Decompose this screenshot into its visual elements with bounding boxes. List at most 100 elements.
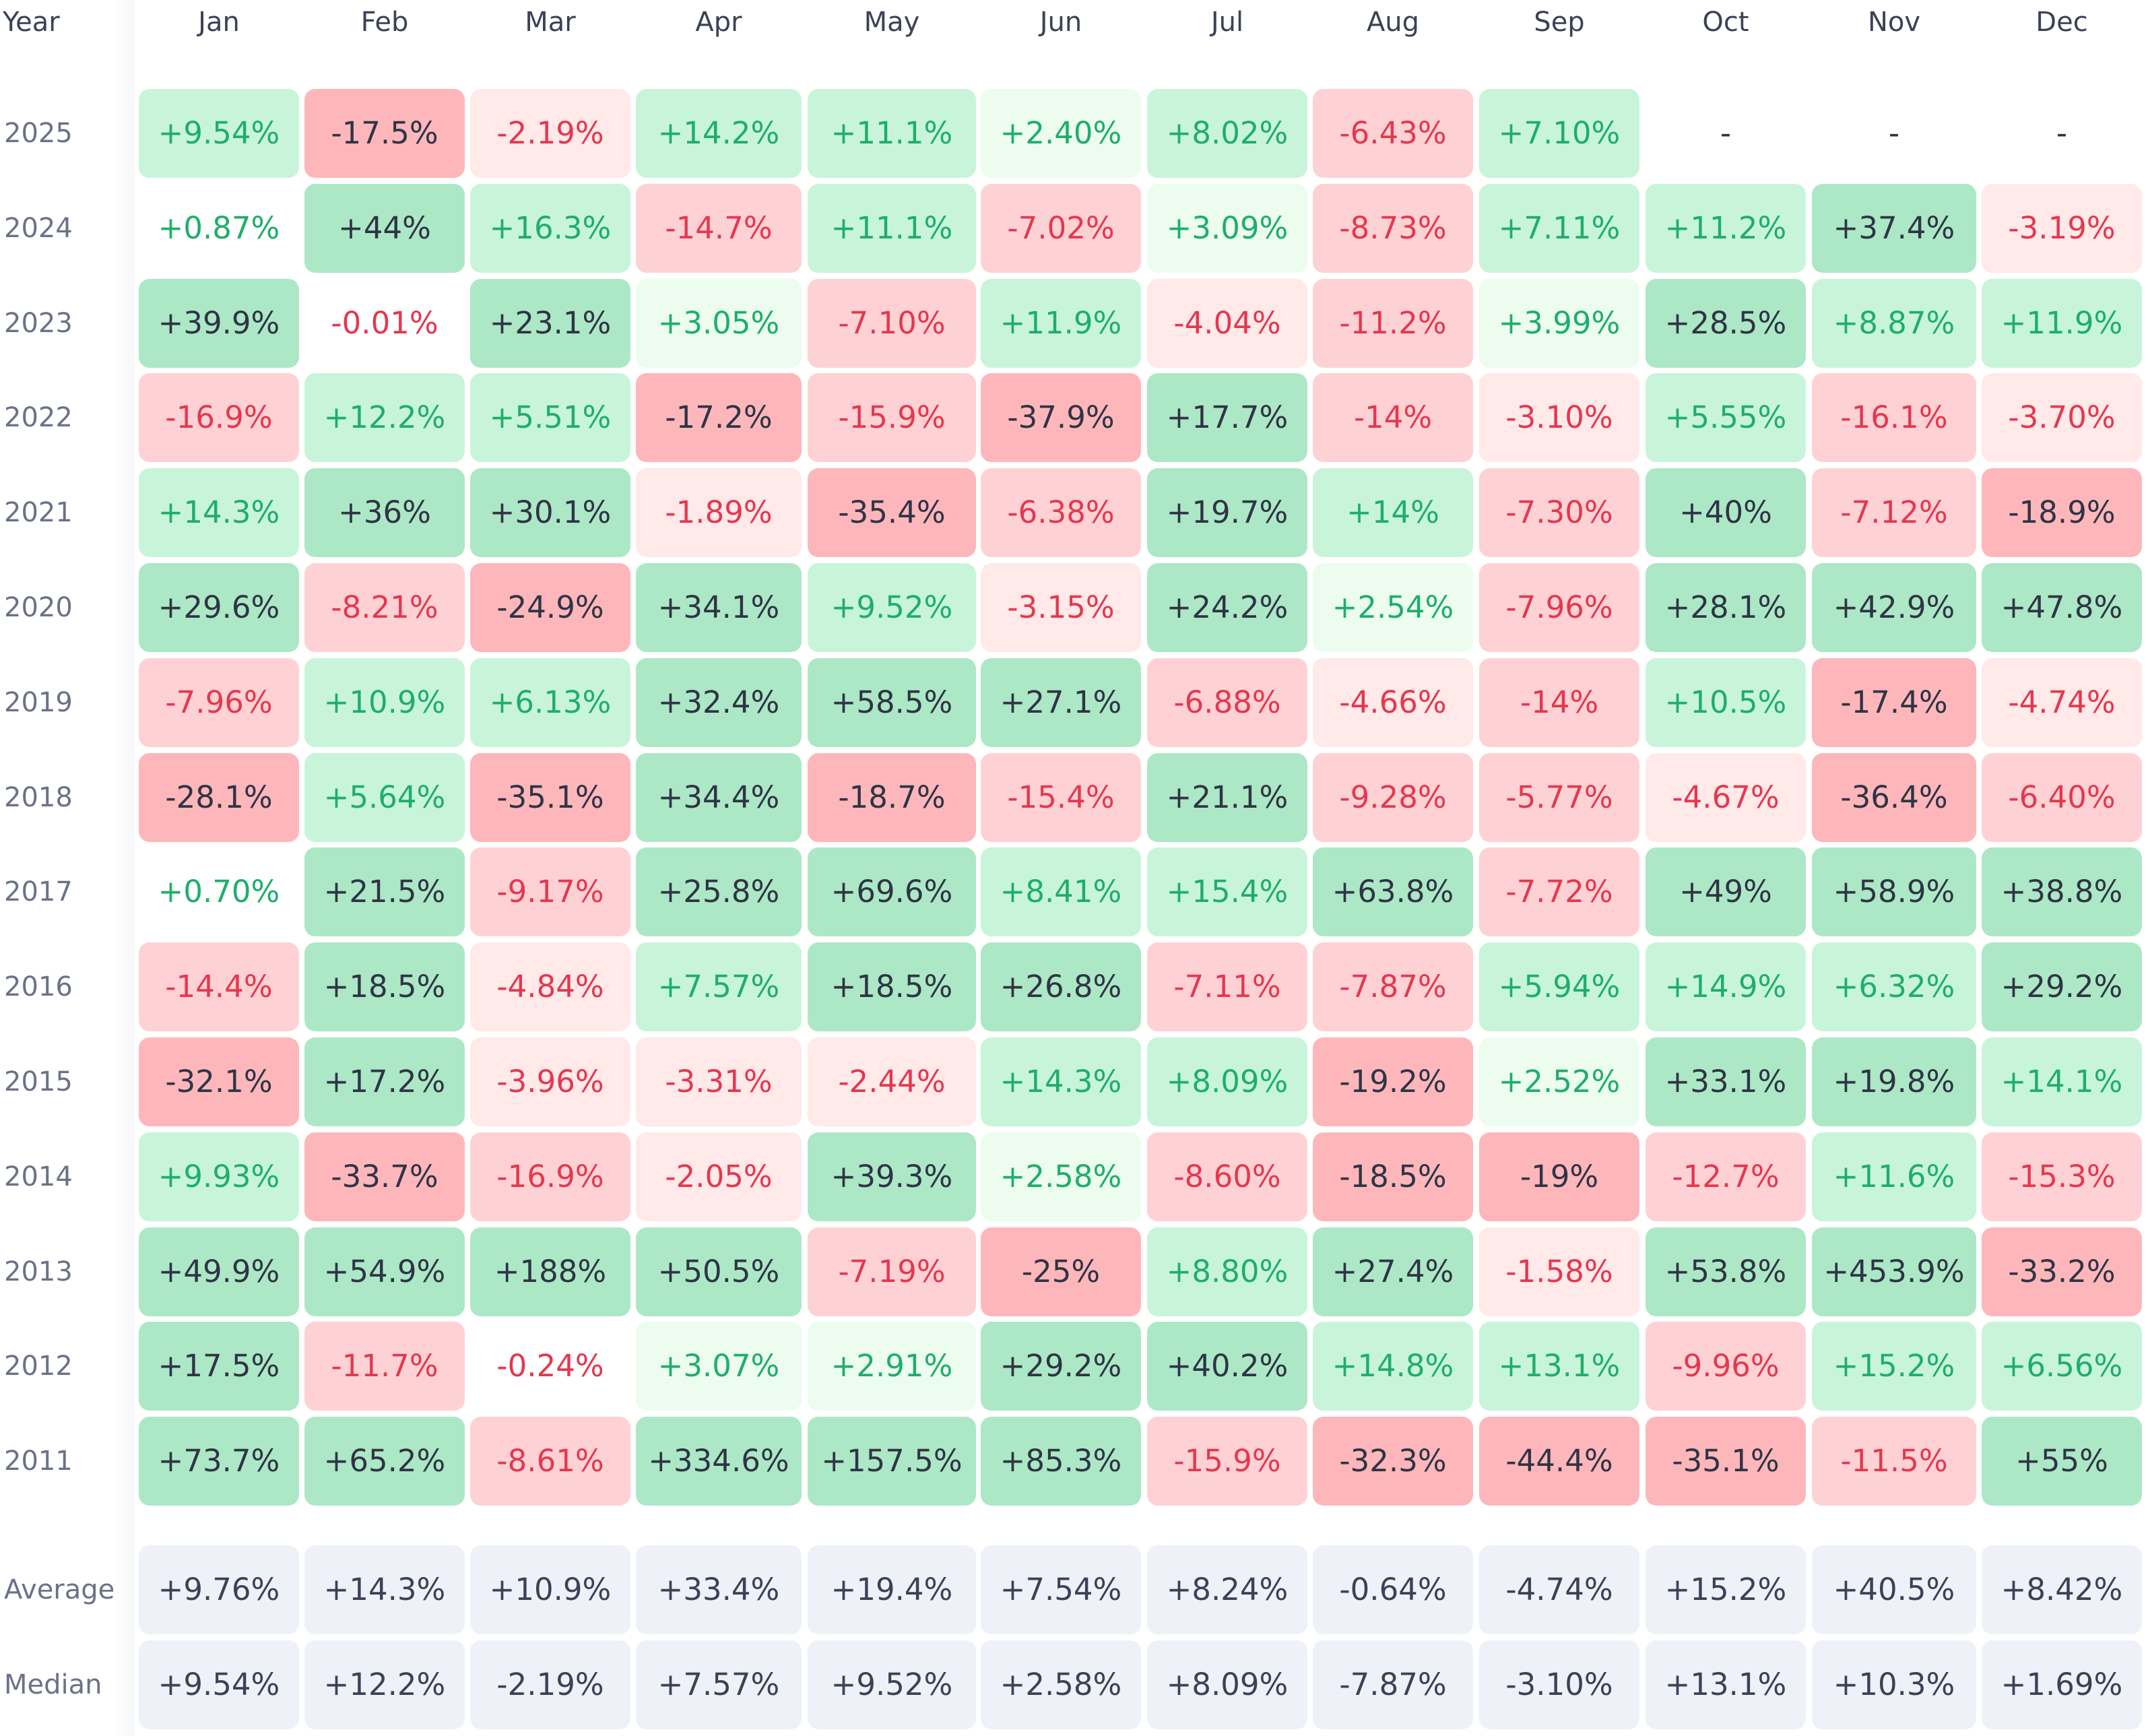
heatmap-cell-2024-mar: +16.3% [470,183,630,273]
heatmap-cell-2025-oct: - [1720,115,1732,151]
heatmap-cell-2021-jun: -6.38% [981,468,1141,558]
summary-cell-average-aug: -0.64% [1313,1545,1473,1634]
month-header-jul: Jul [1210,7,1244,38]
heatmap-cell-2023-feb: -0.01% [304,278,465,368]
heatmap-cell-2023-may: -7.10% [808,278,976,368]
heatmap-cell-2017-may: +69.6% [808,847,976,937]
summary-cell-median-jul: +8.09% [1147,1640,1307,1729]
heatmap-cell-2020-sep: -7.96% [1479,563,1639,652]
heatmap-cell-2017-feb: +21.5% [304,847,465,937]
heatmap-cell-2014-feb: -33.7% [304,1132,465,1221]
heatmap-cell-2012-jan: +17.5% [139,1322,299,1411]
heatmap-cell-2015-jul: +8.09% [1147,1037,1307,1126]
heatmap-cell-2011-sep: -44.4% [1479,1417,1639,1506]
heatmap-cell-2013-jun: -25% [981,1227,1141,1316]
heatmap-cell-2016-oct: +14.9% [1646,942,1806,1032]
heatmap-cell-2013-apr: +50.5% [636,1227,802,1316]
heatmap-cell-2018-oct: -4.67% [1646,752,1806,842]
heatmap-cell-2023-nov: +8.87% [1812,278,1976,368]
year-column-background [0,0,135,1736]
year-column-header: Year [3,7,60,38]
heatmap-cell-2012-oct: -9.96% [1646,1322,1806,1411]
heatmap-cell-2021-sep: -7.30% [1479,468,1639,558]
heatmap-cell-2023-dec: +11.9% [1982,278,2142,368]
heatmap-cell-2013-may: -7.19% [808,1227,976,1316]
heatmap-cell-2023-jan: +39.9% [139,278,299,368]
heatmap-cell-2022-jun: -37.9% [981,373,1141,463]
heatmap-cell-2019-feb: +10.9% [304,657,465,747]
heatmap-cell-2014-jun: +2.58% [981,1132,1141,1221]
heatmap-cell-2018-jun: -15.4% [981,752,1141,842]
heatmap-cell-2023-sep: +3.99% [1479,278,1639,368]
heatmap-cell-2013-mar: +188% [470,1227,630,1316]
heatmap-cell-2012-jun: +29.2% [981,1322,1141,1411]
heatmap-cell-2018-feb: +5.64% [304,752,465,842]
summary-cell-average-jan: +9.76% [139,1545,299,1634]
year-label-2011: 2011 [4,1446,73,1477]
heatmap-cell-2014-jan: +9.93% [139,1132,299,1221]
summary-cell-average-may: +19.4% [808,1545,976,1634]
heatmap-cell-2018-sep: -5.77% [1479,752,1639,842]
heatmap-cell-2025-aug: -6.43% [1313,89,1473,178]
heatmap-cell-2015-feb: +17.2% [304,1037,465,1126]
summary-cell-median-mar: -2.19% [470,1640,630,1729]
heatmap-cell-2022-jul: +17.7% [1147,373,1307,463]
heatmap-cell-2024-nov: +37.4% [1812,183,1976,273]
heatmap-cell-2020-oct: +28.1% [1646,563,1806,652]
summary-cell-median-jun: +2.58% [981,1640,1141,1729]
heatmap-cell-2011-nov: -11.5% [1812,1417,1976,1506]
heatmap-cell-2018-nov: -36.4% [1812,752,1976,842]
year-label-2020: 2020 [4,592,73,623]
heatmap-cell-2020-jun: -3.15% [981,563,1141,652]
heatmap-cell-2022-apr: -17.2% [636,373,802,463]
heatmap-cell-2021-jan: +14.3% [139,468,299,558]
month-header-feb: Feb [360,7,409,38]
heatmap-cell-2020-mar: -24.9% [470,563,630,652]
heatmap-cell-2025-sep: +7.10% [1479,89,1639,178]
summary-cell-average-mar: +10.9% [470,1545,630,1634]
heatmap-cell-2023-aug: -11.2% [1313,278,1473,368]
summary-label-median: Median [4,1669,102,1700]
heatmap-cell-2019-nov: -17.4% [1812,657,1976,747]
year-label-2015: 2015 [4,1066,73,1097]
year-label-2014: 2014 [4,1161,73,1192]
summary-cell-average-jul: +8.24% [1147,1545,1307,1634]
month-header-nov: Nov [1867,7,1921,38]
summary-cell-median-oct: +13.1% [1646,1640,1806,1729]
heatmap-cell-2017-sep: -7.72% [1479,847,1639,937]
month-header-apr: Apr [695,7,742,38]
heatmap-cell-2024-jan: +0.87% [139,183,299,273]
heatmap-cell-2014-aug: -18.5% [1313,1132,1473,1221]
heatmap-cell-2024-dec: -3.19% [1982,183,2142,273]
heatmap-cell-2022-jan: -16.9% [139,373,299,463]
heatmap-cell-2012-may: +2.91% [808,1322,976,1411]
heatmap-cell-2013-dec: -33.2% [1982,1227,2142,1316]
heatmap-cell-2013-aug: +27.4% [1313,1227,1473,1316]
heatmap-cell-2024-sep: +7.11% [1479,183,1639,273]
heatmap-cell-2023-jun: +11.9% [981,278,1141,368]
month-header-sep: Sep [1534,7,1585,38]
heatmap-cell-2015-jan: -32.1% [139,1037,299,1126]
month-header-aug: Aug [1366,7,1420,38]
heatmap-cell-2012-dec: +6.56% [1982,1322,2142,1411]
heatmap-cell-2012-nov: +15.2% [1812,1322,1976,1411]
heatmap-cell-2015-dec: +14.1% [1982,1037,2142,1126]
heatmap-cell-2024-jun: -7.02% [981,183,1141,273]
heatmap-cell-2013-oct: +53.8% [1646,1227,1806,1316]
heatmap-cell-2015-sep: +2.52% [1479,1037,1639,1126]
heatmap-cell-2014-nov: +11.6% [1812,1132,1976,1221]
heatmap-cell-2012-jul: +40.2% [1147,1322,1307,1411]
summary-cell-median-sep: -3.10% [1479,1640,1639,1729]
heatmap-cell-2011-jul: -15.9% [1147,1417,1307,1506]
summary-cell-median-nov: +10.3% [1812,1640,1976,1729]
heatmap-cell-2017-mar: -9.17% [470,847,630,937]
heatmap-cell-2015-jun: +14.3% [981,1037,1141,1126]
heatmap-cell-2021-mar: +30.1% [470,468,630,558]
heatmap-cell-2015-mar: -3.96% [470,1037,630,1126]
heatmap-cell-2016-jan: -14.4% [139,942,299,1032]
heatmap-cell-2015-apr: -3.31% [636,1037,802,1126]
heatmap-cell-2016-jun: +26.8% [981,942,1141,1032]
heatmap-cell-2021-nov: -7.12% [1812,468,1976,558]
heatmap-cell-2015-may: -2.44% [808,1037,976,1126]
